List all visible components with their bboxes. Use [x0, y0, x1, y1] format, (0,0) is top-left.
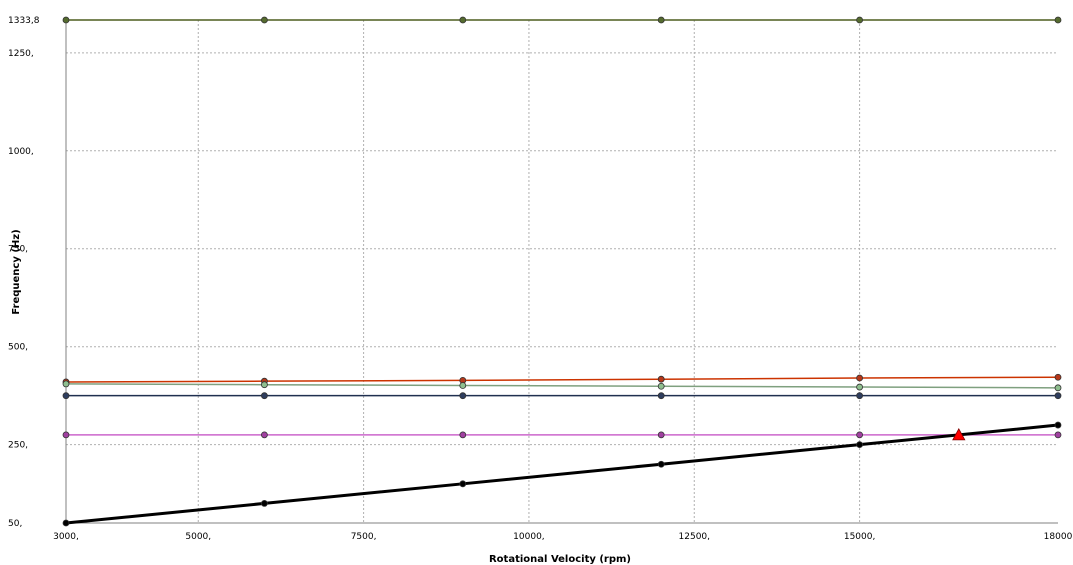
tick-labels: 3000, 5000, 7500, 10000, 12500, 15000, 18000 50… [8, 16, 1073, 542]
data-point [856, 392, 863, 400]
y-tick-label: 750, [8, 245, 28, 255]
x-tick-label: 18000 [1044, 532, 1073, 542]
series-lines [65, 19, 1059, 525]
data-point [260, 381, 268, 389]
data-point [62, 392, 70, 400]
grid-lines [66, 19, 1058, 523]
y-tick-label: 500, [8, 343, 28, 353]
series-line-2 [65, 383, 1059, 389]
data-point [657, 460, 665, 468]
data-point [1054, 392, 1062, 400]
data-point [459, 382, 467, 389]
series-line-5 [65, 423, 1059, 525]
data-point [856, 441, 863, 449]
data-point [657, 431, 665, 439]
x-tick-label: 7500, [351, 532, 377, 542]
y-axis-title: Frequency (Hz) [11, 229, 22, 314]
data-point [1054, 16, 1062, 24]
data-point [459, 392, 467, 400]
data-point [459, 431, 467, 439]
data-point [1054, 384, 1062, 392]
data-point [260, 392, 268, 400]
data-point [1054, 421, 1062, 429]
data-point [856, 431, 863, 439]
data-point [657, 382, 665, 390]
y-tick-label: 50, [8, 519, 22, 529]
x-axis-title: Rotational Velocity (rpm) [489, 554, 631, 565]
data-point [856, 383, 863, 391]
data-point [459, 16, 467, 24]
data-point [260, 500, 268, 507]
data-point [657, 16, 665, 24]
x-tick-label: 10000, [513, 532, 545, 542]
critical-speed-triangle-marker [952, 428, 966, 441]
data-point [459, 480, 467, 488]
axes [65, 20, 1058, 524]
data-point [62, 380, 70, 388]
data-point [62, 16, 70, 24]
data-point [856, 16, 863, 24]
data-markers [62, 16, 1062, 527]
x-tick-label: 5000, [185, 532, 211, 542]
y-tick-label: 250, [8, 441, 28, 451]
x-tick-label: 15000, [844, 532, 876, 542]
data-point [62, 519, 70, 527]
x-tick-label: 12500, [679, 532, 711, 542]
data-point [657, 392, 665, 400]
data-point [1054, 373, 1062, 381]
data-point [260, 431, 268, 439]
y-tick-label: 1000, [8, 147, 34, 157]
y-tick-label: 1333,8 [8, 16, 40, 26]
x-tick-label: 3000, [53, 532, 79, 542]
data-point [856, 374, 863, 382]
data-point [260, 16, 268, 24]
series-line-1 [65, 376, 1059, 383]
data-point [62, 431, 70, 439]
data-point [657, 375, 665, 383]
y-tick-label: 1250, [8, 49, 34, 59]
data-point [1054, 431, 1062, 439]
